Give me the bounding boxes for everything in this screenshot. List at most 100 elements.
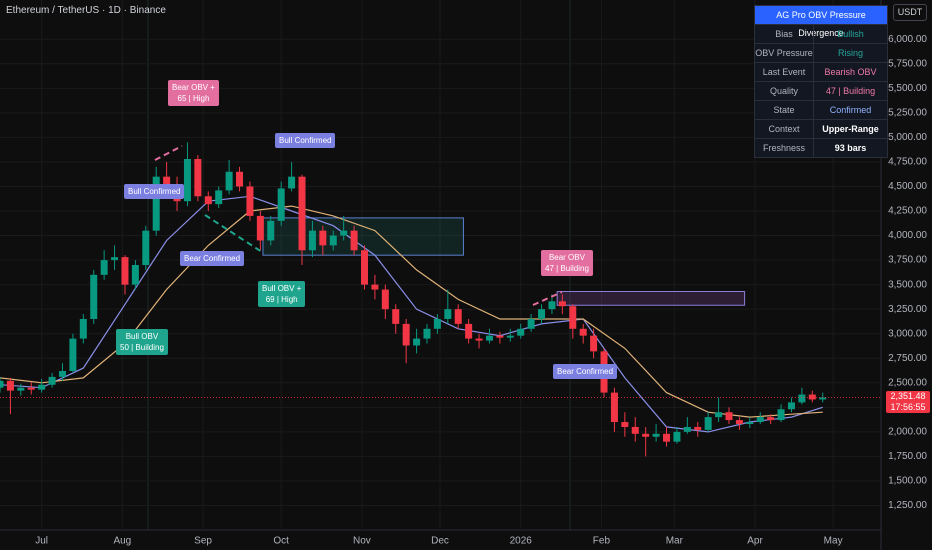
candle-body xyxy=(631,426,639,434)
table-row: Freshness 93 bars xyxy=(755,138,887,157)
candle-body xyxy=(485,335,493,341)
row-value: Confirmed xyxy=(829,105,872,115)
candle-body xyxy=(777,409,785,421)
candle-body xyxy=(17,387,25,391)
y-tick-label: 3,500.00 xyxy=(888,279,927,290)
candle-body xyxy=(183,159,191,202)
row-value: Rising xyxy=(837,48,863,58)
candle-body xyxy=(673,431,681,442)
row-label: State xyxy=(755,101,814,119)
candle-body xyxy=(58,371,66,377)
candle-body xyxy=(423,328,431,339)
table-row: OBV Pressure Rising xyxy=(755,43,887,62)
divergence-line xyxy=(532,291,563,306)
y-tick-label: 4,000.00 xyxy=(888,230,927,241)
candle-body xyxy=(288,176,296,189)
candle-body xyxy=(163,176,171,187)
candle-body xyxy=(538,309,546,319)
signal-text: 47 | Building xyxy=(545,264,589,273)
signal-label: Bull OBV + 69 | High xyxy=(258,281,306,307)
candle-body xyxy=(735,420,743,424)
candle-body xyxy=(642,433,650,437)
currency-button[interactable]: USDT xyxy=(893,4,927,21)
zone xyxy=(262,217,464,256)
candle-body xyxy=(225,171,233,191)
divergence-line xyxy=(204,214,263,253)
candle-body xyxy=(277,188,285,221)
row-value: Upper-Range xyxy=(822,124,879,134)
x-tick-label: Jul xyxy=(35,536,48,547)
signal-text: 69 | High xyxy=(265,295,298,304)
candle-body xyxy=(111,257,119,261)
candle-body xyxy=(121,257,129,285)
y-tick-label: 5,500.00 xyxy=(888,83,927,94)
divergence-line xyxy=(154,145,183,161)
y-tick-label: 2,750.00 xyxy=(888,353,927,364)
signal-text: Bull Confirmed xyxy=(128,187,181,196)
x-tick-label: Oct xyxy=(273,536,289,547)
table-row: State Confirmed xyxy=(755,100,887,119)
table-row: Bias Bullish xyxy=(755,24,887,43)
candle-body xyxy=(558,301,566,307)
x-tick-label: Feb xyxy=(593,536,611,547)
candle-body xyxy=(308,230,316,251)
y-tick-label: 5,250.00 xyxy=(888,108,927,119)
y-tick-label: 3,250.00 xyxy=(888,304,927,315)
zone xyxy=(556,291,746,306)
candle-body xyxy=(506,335,514,338)
signal-text: Bull OBV xyxy=(125,332,159,341)
signal-text: Bear OBV xyxy=(548,253,585,262)
candle-body xyxy=(152,176,160,231)
info-table: AG Pro OBV Pressure Divergence Bias Bulli… xyxy=(754,5,888,158)
candle-body xyxy=(548,301,556,310)
row-label: Last Event xyxy=(755,63,814,81)
signal-label: Bull Confirmed xyxy=(275,133,336,148)
candle-body xyxy=(621,422,629,427)
candle-body xyxy=(767,417,775,421)
candle-body xyxy=(444,309,452,319)
candle-body xyxy=(69,338,77,371)
signal-label: Bear OBV 47 | Building xyxy=(541,250,593,276)
x-tick-label: May xyxy=(824,536,843,547)
x-tick-label: Mar xyxy=(666,536,684,547)
y-tick-label: 4,250.00 xyxy=(888,206,927,217)
signal-label: Bear OBV + 65 | High xyxy=(168,80,219,106)
candle-body xyxy=(569,306,577,329)
candle-body xyxy=(27,387,35,390)
candle-body xyxy=(590,335,598,352)
candle-body xyxy=(329,235,337,246)
candle-body xyxy=(725,412,733,421)
x-tick-label: Sep xyxy=(194,536,212,547)
row-label: Quality xyxy=(755,82,814,100)
candle-body xyxy=(579,328,587,336)
x-tick-label: Nov xyxy=(353,536,371,547)
candle-body xyxy=(683,426,691,432)
y-tick-label: 1,750.00 xyxy=(888,451,927,462)
candle-body xyxy=(527,318,535,329)
candle-body xyxy=(131,265,139,285)
candle-body xyxy=(215,190,223,205)
signal-text: 50 | Building xyxy=(120,343,164,352)
candle-body xyxy=(79,318,87,339)
candle-body xyxy=(0,380,4,388)
signal-text: Bear Confirmed xyxy=(557,367,614,376)
signal-text: Bull OBV + xyxy=(262,284,302,293)
candle-body xyxy=(746,422,754,424)
y-tick-label: 4,500.00 xyxy=(888,181,927,192)
candle-body xyxy=(90,274,98,319)
candle-body xyxy=(100,260,108,275)
candle-body xyxy=(246,186,254,216)
candle-body xyxy=(38,384,46,390)
x-tick-label: Apr xyxy=(747,536,763,547)
row-label: Freshness xyxy=(755,139,814,157)
signal-text: Bull Confirmed xyxy=(279,136,332,145)
candle-body xyxy=(371,284,379,290)
candle-body xyxy=(413,338,421,346)
candle-body xyxy=(298,176,306,251)
candle-body xyxy=(454,309,462,324)
y-tick-label: 5,000.00 xyxy=(888,132,927,143)
candle-body xyxy=(496,335,504,338)
candle-body xyxy=(194,159,202,197)
candle-body xyxy=(392,309,400,324)
y-tick-label: 1,500.00 xyxy=(888,476,927,487)
